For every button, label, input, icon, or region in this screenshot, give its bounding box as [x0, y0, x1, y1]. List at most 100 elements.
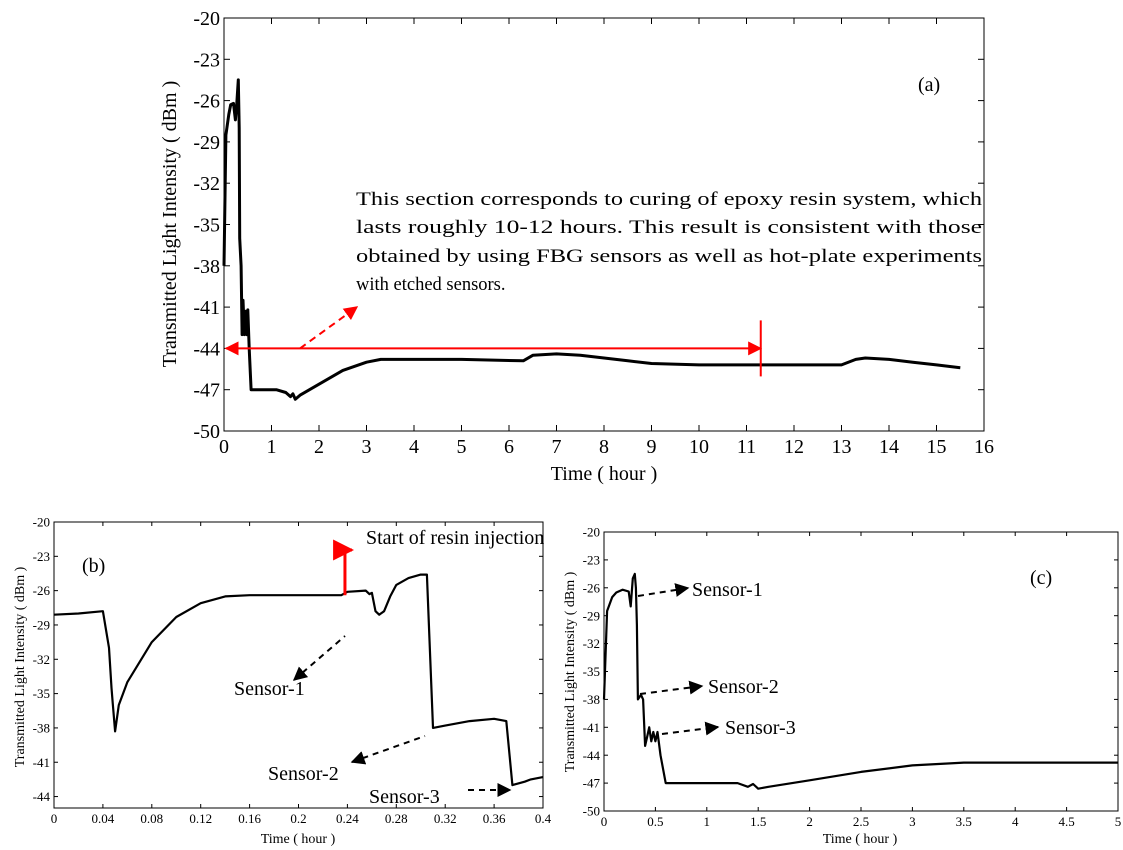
x-tick-label-a-13: 13	[832, 436, 852, 458]
series-line-a	[222, 78, 961, 401]
y-tick-label-c-2: -26	[583, 580, 601, 595]
y-tick-label-c-5: -35	[583, 664, 600, 679]
note-line-2: lasts roughly 10-12 hours. This result i…	[356, 218, 982, 238]
note-line-3: obtained by using FBG sensors as well as…	[356, 247, 982, 267]
y-tick-label-a-2: -26	[193, 91, 220, 113]
injection-label: Start of resin injection	[366, 527, 544, 549]
x-tick-label-b-10: 0.4	[535, 811, 552, 826]
y-tick-label-a-4: -32	[193, 173, 220, 195]
y-tick-label-c-3: -29	[583, 608, 600, 623]
y-tick-label-a-5: -35	[193, 215, 220, 237]
y-axis-label-b: Transmitted Light Intensity ( dBm )	[13, 566, 28, 767]
injection-annotation	[333, 539, 355, 596]
x-tick-label-b-0: 0	[51, 811, 58, 826]
x-tick-label-c-1: 0.5	[647, 814, 663, 829]
y-tick-label-b-4: -32	[33, 652, 50, 667]
panel-b: 0 0.04 0.08 0.12 0.16 0.2 0.24 0.28 0.32 0.36 0.4 -…	[13, 515, 552, 847]
sensor-3-label-b: Sensor-3	[369, 786, 440, 808]
panel-a: 0 1 2 3 4 5 6 7 8 9 10 11 12 13 14 15 16-20-23-26-29-32-…	[159, 8, 994, 485]
note-pointer-arrow	[299, 306, 359, 350]
x-tick-label-c-6: 3	[909, 814, 916, 829]
y-tick-label-b-8: -44	[33, 789, 51, 804]
note-line-1: This section corresponds to curing of ep…	[356, 190, 982, 210]
y-tick-label-c-4: -32	[583, 636, 600, 651]
x-axis-label-c: Time ( hour )	[823, 832, 898, 847]
x-tick-label-a-4: 4	[409, 436, 419, 458]
panel-label-b: (b)	[82, 555, 105, 577]
x-tick-label-b-1: 0.04	[92, 811, 115, 826]
x-tick-label-a-16: 16	[974, 436, 994, 458]
x-tick-label-b-5: 0.2	[290, 811, 306, 826]
annotation-note-a: This section corresponds to curing of ep…	[356, 190, 982, 295]
y-tick-label-c-8: -44	[583, 748, 601, 763]
sensor-3-label-c: Sensor-3	[725, 717, 796, 739]
x-tick-label-a-1: 1	[267, 436, 277, 458]
x-tick-label-b-3: 0.12	[189, 811, 212, 826]
panel-label-a: (a)	[918, 74, 940, 96]
x-tick-label-a-3: 3	[362, 436, 372, 458]
x-tick-label-a-14: 14	[879, 436, 899, 458]
y-tick-label-c-9: -47	[583, 776, 601, 791]
series-path-a-0	[222, 78, 961, 401]
panel-c: 0 0.5 1 1.5 2 2.5 3 3.5 4 4.5 5 -20 -23 -26 -29 -32 -35 -…	[563, 525, 1121, 847]
sensor-3-arrow-c	[661, 721, 720, 736]
x-tick-label-a-9: 9	[647, 436, 657, 458]
x-tick-label-a-15: 15	[927, 436, 947, 458]
y-tick-label-a-7: -41	[193, 297, 220, 319]
x-tick-label-b-7: 0.28	[385, 811, 408, 826]
x-tick-label-c-10: 5	[1115, 814, 1122, 829]
panel-label-c: (c)	[1030, 567, 1052, 589]
x-tick-label-a-5: 5	[457, 436, 467, 458]
curing-span-annotation	[224, 306, 763, 377]
y-tick-label-b-7: -41	[33, 755, 50, 770]
injection-arrow	[333, 539, 355, 596]
y-axis-label-c: Transmitted Light Intensity ( dBm )	[563, 571, 578, 772]
sensor-arrows-b	[292, 635, 512, 797]
x-tick-label-a-7: 7	[552, 436, 562, 458]
y-axis-label-a: Transmitted Light Intensity ( dBm )	[159, 81, 181, 367]
series-path-b-0	[53, 573, 544, 787]
x-tick-label-a-6: 6	[504, 436, 514, 458]
x-tick-label-c-2: 1	[704, 814, 711, 829]
y-tick-label-b-1: -23	[33, 549, 50, 564]
y-tick-label-a-6: -38	[193, 256, 220, 278]
sensor-2-label-b: Sensor-2	[268, 763, 339, 785]
x-tick-label-a-8: 8	[599, 436, 609, 458]
y-tick-label-a-10: -50	[193, 421, 220, 443]
y-tick-label-b-0: -20	[33, 515, 50, 530]
x-tick-label-c-7: 3.5	[956, 814, 972, 829]
y-tick-label-a-8: -44	[193, 338, 220, 360]
note-line-4: with etched sensors.	[356, 275, 506, 295]
y-tick-label-c-1: -23	[583, 552, 600, 567]
series-line-c	[602, 572, 1118, 790]
x-tick-label-b-2: 0.08	[140, 811, 163, 826]
x-tick-label-b-4: 0.16	[238, 811, 261, 826]
sensor-2-arrow-c	[639, 680, 704, 695]
x-tick-label-b-6: 0.24	[336, 811, 359, 826]
x-tick-label-a-11: 11	[737, 436, 756, 458]
sensor-2-arrow-b	[350, 735, 426, 765]
y-tick-label-c-7: -41	[583, 720, 600, 735]
x-tick-label-a-0: 0	[219, 436, 229, 458]
sensor-arrows-c	[637, 583, 720, 736]
x-tick-label-c-4: 2	[806, 814, 813, 829]
x-tick-label-b-9: 0.36	[483, 811, 506, 826]
y-tick-label-c-10: -50	[583, 804, 600, 819]
y-tick-label-b-6: -38	[33, 720, 50, 735]
y-tick-label-a-9: -47	[193, 380, 220, 402]
y-tick-label-b-2: -26	[33, 583, 51, 598]
series-line-b	[53, 573, 544, 787]
y-tick-label-a-1: -23	[193, 49, 220, 71]
y-tick-label-a-0: -20	[193, 8, 220, 30]
x-tick-label-c-0: 0	[601, 814, 608, 829]
x-tick-label-c-9: 4.5	[1058, 814, 1074, 829]
x-axis-label-a: Time ( hour )	[551, 463, 657, 485]
x-tick-label-c-3: 1.5	[750, 814, 766, 829]
sensor-1-arrow-c	[637, 583, 690, 597]
y-tick-label-c-6: -38	[583, 692, 600, 707]
series-path-c-0	[602, 572, 1118, 790]
x-tick-label-a-2: 2	[314, 436, 324, 458]
y-tick-label-a-3: -29	[193, 132, 220, 154]
x-tick-label-a-12: 12	[784, 436, 804, 458]
y-tick-label-b-5: -35	[33, 686, 50, 701]
